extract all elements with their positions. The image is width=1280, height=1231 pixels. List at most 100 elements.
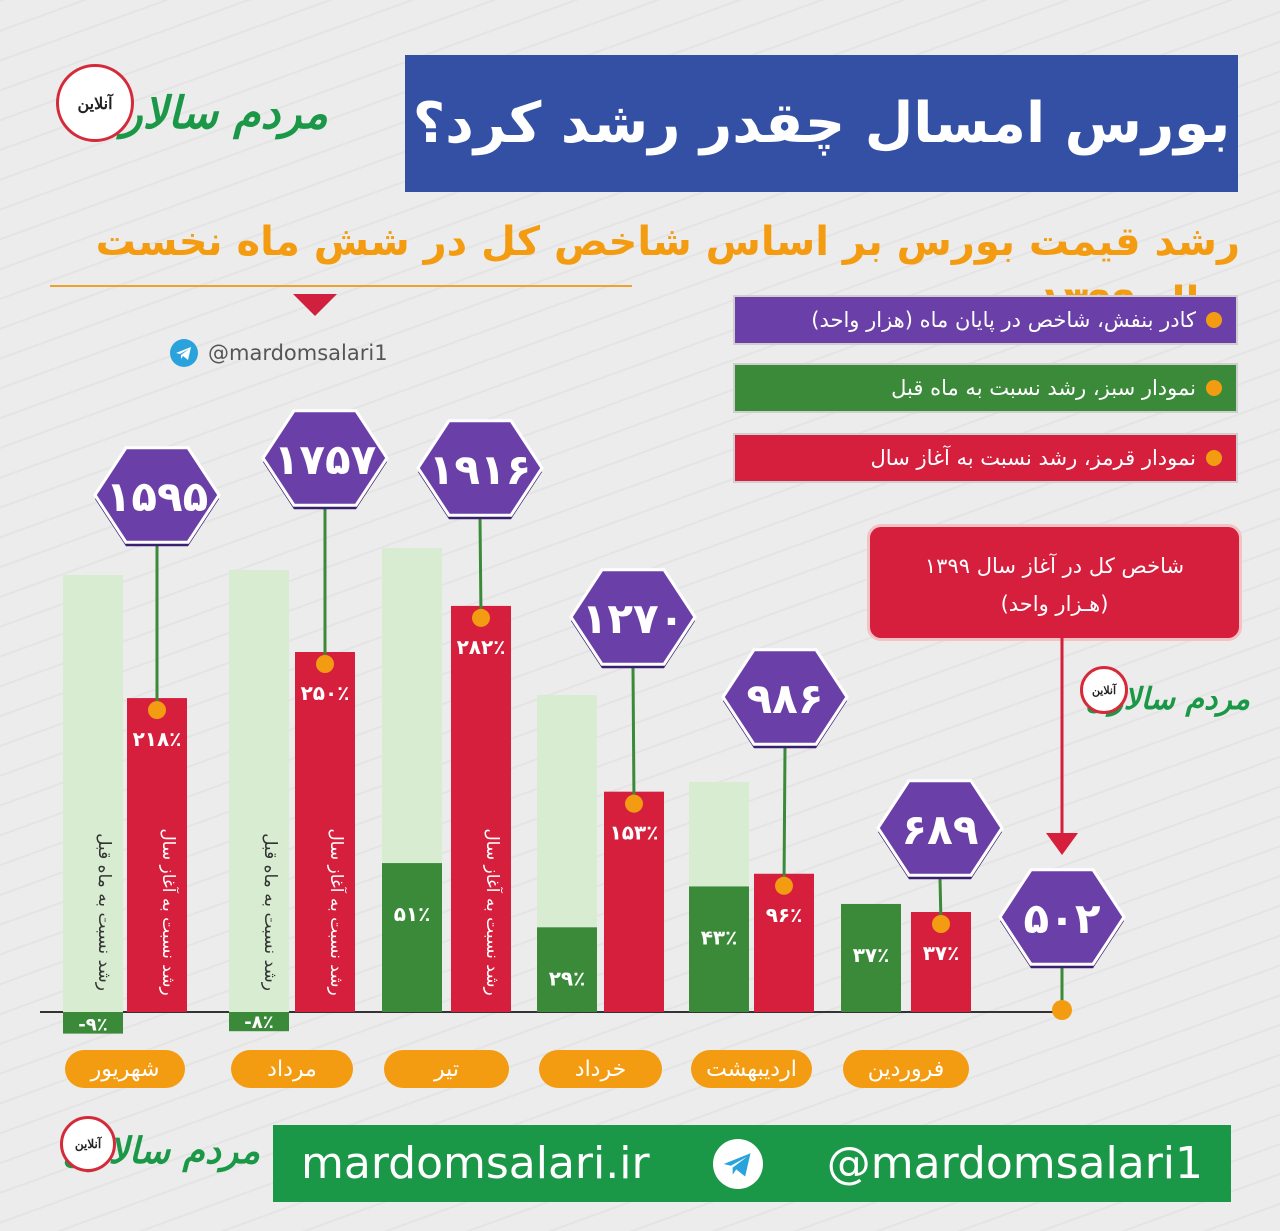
- page-title: بورس امسال چقدر رشد کرد؟: [405, 55, 1238, 192]
- index-hexagon: [876, 779, 1004, 877]
- legend-bullet-icon: [1206, 312, 1222, 328]
- green-bar-background: [63, 575, 123, 1012]
- index-connector-dot: [932, 915, 950, 933]
- month-label: فروردین: [868, 1057, 945, 1082]
- green-bar-value-label: -۸٪: [244, 1012, 273, 1033]
- green-bar-background: [229, 570, 289, 1012]
- index-value-label: ۹۸۶: [747, 674, 824, 723]
- brand-stamp: آنلاین: [56, 64, 134, 142]
- green-bar: [382, 863, 442, 1012]
- legend-bullet-icon: [1206, 380, 1222, 396]
- red-bar-value-label: ۱۵۳٪: [610, 821, 659, 845]
- red-bar-vertical-text: رشد نسبت به آغاز سال: [482, 828, 504, 995]
- subtitle-pointer: [293, 294, 337, 316]
- month-label: مرداد: [267, 1057, 317, 1082]
- brand-stamp: آنلاین: [1080, 666, 1128, 714]
- green-bar: [537, 927, 597, 1012]
- start-index-line2: (هـزار واحد): [1000, 592, 1109, 616]
- green-bar-value-label: ۲۹٪: [549, 966, 586, 990]
- page-title-text: بورس امسال چقدر رشد کرد؟: [412, 91, 1231, 156]
- start-arrow-head: [1046, 833, 1078, 855]
- start-index-hexagon: [998, 868, 1126, 966]
- index-hexagon: [416, 419, 544, 517]
- month-pill: [231, 1050, 353, 1088]
- green-bar-value-label: -۹٪: [78, 1015, 107, 1036]
- index-connector-dot: [148, 701, 166, 720]
- month-pill: [843, 1050, 969, 1088]
- index-value-label: ۱۲۷۰: [582, 594, 685, 643]
- brand-stamp-text: آنلاین: [1091, 683, 1117, 697]
- brand-logo-bottom: مردم سالاری آنلاین: [60, 1110, 260, 1190]
- red-bar-value-label: ۹۶٪: [766, 903, 803, 927]
- green-bar-negative: [63, 1012, 123, 1034]
- red-bar: [127, 698, 187, 1012]
- start-connector-dot: [1052, 1000, 1072, 1020]
- legend-label-red: نمودار قرمز، رشد نسبت به آغاز سال: [870, 446, 1196, 470]
- month-label: شهریور: [90, 1057, 160, 1082]
- start-index-box: شاخص کل در آغاز سال ۱۳۹۹ (هـزار واحد): [867, 524, 1242, 641]
- legend-label-purple: کادر بنفش، شاخص در پایان ماه (هزار واحد): [811, 308, 1196, 332]
- brand-logo-middle: مردم سالاری آنلاین: [1080, 660, 1250, 740]
- green-bar-value-label: ۳۷٪: [853, 943, 890, 967]
- month-pill: [384, 1050, 509, 1088]
- red-bar-value-label: ۲۸۲٪: [457, 635, 506, 659]
- red-bar-value-label: ۲۵۰٪: [301, 681, 350, 705]
- red-bar-vertical-text: رشد نسبت به آغاز سال: [326, 828, 348, 995]
- green-bar: [689, 886, 749, 1012]
- telegram-handle-row[interactable]: @mardomsalari1: [170, 338, 388, 368]
- legend-item-purple: کادر بنفش، شاخص در پایان ماه (هزار واحد): [733, 295, 1238, 345]
- green-bar-vertical-text: رشد نسبت به ماه قبل: [94, 833, 114, 991]
- index-hexagon: [93, 446, 221, 544]
- brand-stamp-text: آنلاین: [77, 93, 113, 113]
- green-bar-negative: [229, 1012, 289, 1032]
- index-hexagon: [721, 648, 849, 746]
- month-label: اردیبهشت: [706, 1057, 797, 1082]
- subtitle-underline: [50, 285, 632, 287]
- legend-item-red: نمودار قرمز، رشد نسبت به آغاز سال: [733, 433, 1238, 483]
- legend-item-green: نمودار سبز، رشد نسبت به ماه قبل: [733, 363, 1238, 413]
- index-connector-dot: [316, 655, 334, 673]
- red-bar: [754, 873, 814, 1012]
- footer-bar: mardomsalari.ir @mardomsalari1: [273, 1125, 1231, 1202]
- month-label: تیر: [433, 1057, 459, 1082]
- red-bar: [295, 652, 355, 1012]
- index-value-label: ۶۸۹: [902, 805, 979, 854]
- legend-bullet-icon: [1206, 450, 1222, 466]
- index-value-label: ۱۷۵۷: [274, 435, 377, 484]
- red-bar-vertical-text: رشد نسبت به آغاز سال: [158, 828, 180, 995]
- index-connector-dot: [472, 608, 490, 627]
- month-pill: [65, 1050, 185, 1088]
- telegram-icon: [170, 339, 198, 367]
- red-bar: [451, 605, 511, 1012]
- red-bar: [604, 791, 664, 1012]
- index-connector: [478, 517, 483, 618]
- index-connector: [782, 746, 787, 886]
- red-bar-value-label: ۲۱۸٪: [133, 727, 182, 751]
- green-bar-value-label: ۴۳٪: [701, 925, 738, 949]
- brand-logo-top: مردم سالاری آنلاین: [50, 58, 340, 168]
- brand-stamp: آنلاین: [60, 1116, 116, 1172]
- green-bar-value-label: ۵۱٪: [394, 902, 431, 926]
- brand-stamp-text: آنلاین: [74, 1137, 102, 1151]
- month-pill: [539, 1050, 662, 1088]
- index-value-label: ۱۵۹۵: [106, 472, 209, 521]
- month-pill: [691, 1050, 812, 1088]
- index-connector-dot: [775, 876, 793, 895]
- website-link[interactable]: mardomsalari.ir: [301, 1138, 650, 1189]
- index-connector-dot: [625, 794, 643, 813]
- index-connector: [631, 666, 636, 804]
- start-index-value-label: ۵۰۲: [1024, 894, 1101, 943]
- index-hexagon: [261, 409, 389, 507]
- index-value-label: ۱۹۱۶: [429, 445, 532, 494]
- telegram-icon: [713, 1138, 764, 1189]
- telegram-handle-text: @mardomsalari1: [208, 341, 388, 365]
- green-bar: [841, 903, 901, 1012]
- red-bar-value-label: ۳۷٪: [923, 941, 960, 965]
- index-hexagon: [569, 568, 697, 666]
- footer-telegram-handle[interactable]: @mardomsalari1: [826, 1138, 1203, 1189]
- start-index-line1: شاخص کل در آغاز سال ۱۳۹۹: [924, 554, 1185, 578]
- month-label: خرداد: [575, 1057, 626, 1082]
- legend-label-green: نمودار سبز، رشد نسبت به ماه قبل: [891, 376, 1196, 400]
- green-bar-vertical-text: رشد نسبت به ماه قبل: [260, 833, 280, 991]
